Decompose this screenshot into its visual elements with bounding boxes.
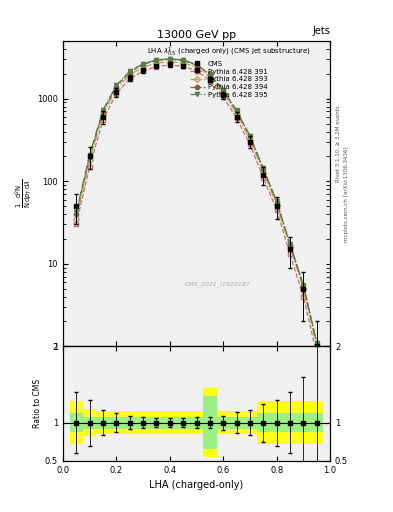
Y-axis label: Ratio to CMS: Ratio to CMS (33, 379, 42, 428)
X-axis label: LHA (charged-only): LHA (charged-only) (149, 480, 244, 490)
Text: mcplots.cern.ch [arXiv:1306.3436]: mcplots.cern.ch [arXiv:1306.3436] (344, 147, 349, 242)
Text: Jets: Jets (312, 27, 330, 36)
Title: 13000 GeV pp: 13000 GeV pp (157, 30, 236, 40)
Text: Rivet 3.1.10, ≥ 3.2M events: Rivet 3.1.10, ≥ 3.2M events (336, 105, 341, 182)
Legend: CMS, Pythia 6.428 391, Pythia 6.428 393, Pythia 6.428 394, Pythia 6.428 395: CMS, Pythia 6.428 391, Pythia 6.428 393,… (145, 45, 312, 99)
Text: CMS_2021_I1920187: CMS_2021_I1920187 (185, 281, 251, 287)
Y-axis label: $\frac{1}{\mathrm{N}}\frac{\mathrm{d}^2\mathrm{N}}{\mathrm{d}p_T\,\mathrm{d}\lam: $\frac{1}{\mathrm{N}}\frac{\mathrm{d}^2\… (13, 179, 34, 208)
